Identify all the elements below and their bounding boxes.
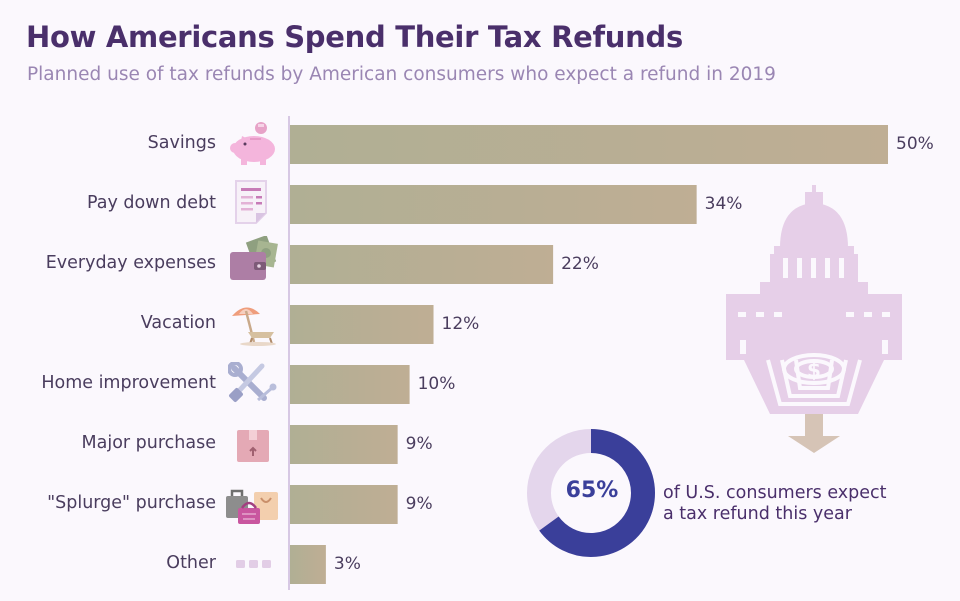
bar-2 bbox=[290, 245, 554, 284]
value-label: 9% bbox=[405, 434, 433, 454]
value-label: 12% bbox=[441, 314, 480, 334]
category-label: Vacation bbox=[140, 313, 216, 333]
category-label: Pay down debt bbox=[86, 193, 216, 213]
shopping-bags-icon bbox=[224, 484, 278, 530]
ellipsis-icon bbox=[234, 554, 282, 574]
down-arrow-icon bbox=[788, 414, 840, 453]
value-label: 9% bbox=[405, 494, 433, 514]
donut-caption-line1: of U.S. consumers expect bbox=[663, 483, 887, 503]
bill-document-icon bbox=[232, 179, 280, 225]
category-label: Home improvement bbox=[41, 373, 216, 393]
dollar-sign-icon: $ bbox=[807, 358, 821, 382]
piggy-bank-icon bbox=[228, 120, 276, 166]
category-label: Savings bbox=[147, 133, 216, 153]
value-label: 10% bbox=[417, 374, 456, 394]
chart-subtitle: Planned use of tax refunds by American c… bbox=[27, 64, 776, 85]
donut-percentage: 65% bbox=[565, 478, 619, 503]
value-label: 34% bbox=[704, 194, 743, 214]
bar-3 bbox=[290, 305, 434, 344]
maze-path bbox=[766, 353, 862, 406]
donut-caption-line2: a tax refund this year bbox=[663, 504, 852, 524]
value-label: 3% bbox=[333, 554, 361, 574]
chart-title: How Americans Spend Their Tax Refunds bbox=[26, 20, 683, 54]
category-label: "Splurge" purchase bbox=[47, 493, 216, 513]
capitol-details bbox=[738, 258, 890, 354]
donut-caption: of U.S. consumers expect a tax refund th… bbox=[663, 483, 943, 525]
bar-4 bbox=[290, 365, 410, 404]
beach-umbrella-icon bbox=[230, 300, 278, 346]
bar-0 bbox=[290, 125, 888, 164]
category-label: Major purchase bbox=[81, 433, 216, 453]
bar-5 bbox=[290, 425, 398, 464]
tools-icon bbox=[227, 361, 277, 408]
bar-7 bbox=[290, 545, 326, 584]
category-label: Other bbox=[166, 553, 216, 573]
capitol-illustration-icon bbox=[726, 185, 902, 414]
bar-6 bbox=[290, 485, 398, 524]
wallet-cash-icon bbox=[228, 235, 278, 282]
package-box-icon bbox=[234, 422, 282, 468]
value-label: 22% bbox=[561, 254, 599, 274]
value-label: 50% bbox=[896, 134, 934, 154]
bar-1 bbox=[290, 185, 697, 224]
category-label: Everyday expenses bbox=[45, 253, 216, 273]
